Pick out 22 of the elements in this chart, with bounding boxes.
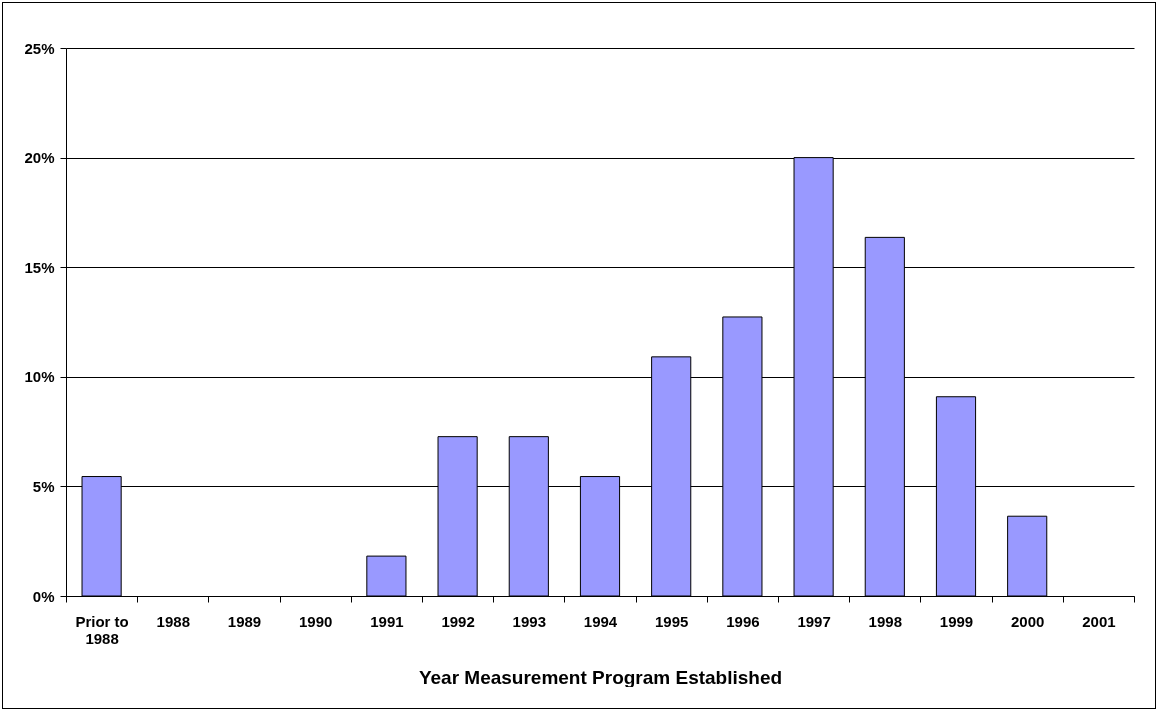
y-tick-label: 15% [24, 258, 55, 276]
x-tick-label: 1991 [370, 612, 404, 630]
x-axis-title: Year Measurement Program Established [418, 666, 783, 688]
x-tick-label: 1999 [939, 612, 974, 630]
x-tick-label: 2000 [1011, 612, 1045, 630]
x-tick-label: 1997 [797, 612, 831, 630]
x-tick-label: 1996 [726, 612, 760, 630]
x-tick-label: 2001 [1082, 612, 1116, 630]
x-tick-label: 1990 [299, 612, 333, 630]
x-tick-label: 1995 [655, 612, 689, 630]
y-tick-label: 0% [32, 587, 55, 605]
x-tick-label: 1993 [512, 612, 546, 630]
y-tick-label: 20% [24, 149, 55, 167]
y-tick-label: 10% [24, 368, 55, 386]
x-tick-label: 1992 [441, 612, 475, 630]
x-tick-label: 1998 [868, 612, 902, 630]
x-tick-label: 1989 [227, 612, 262, 630]
x-tick-label: 1988 [156, 612, 190, 630]
y-tick-label: 25% [24, 39, 55, 57]
x-tick-label: Prior to 1988 [75, 612, 129, 647]
y-tick-label: 5% [32, 477, 55, 495]
x-tick-label: 1994 [583, 612, 618, 630]
